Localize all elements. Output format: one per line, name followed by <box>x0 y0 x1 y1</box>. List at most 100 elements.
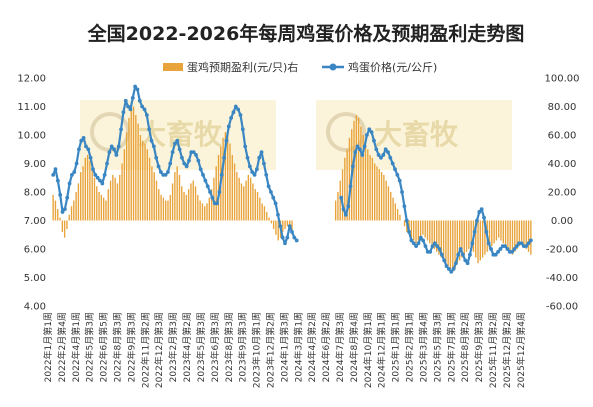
price-point <box>105 161 109 166</box>
profit-bar <box>185 194 188 221</box>
price-point <box>482 215 486 220</box>
profit-bars <box>52 106 532 272</box>
price-point <box>470 241 475 246</box>
price-point <box>278 224 283 229</box>
profit-bar <box>52 194 54 221</box>
price-point <box>182 161 187 166</box>
profit-bar <box>516 220 518 249</box>
price-point <box>51 173 56 177</box>
profit-bar <box>488 220 491 249</box>
price-point <box>458 247 463 251</box>
price-point <box>187 158 191 163</box>
profit-bar <box>112 174 114 221</box>
x-tick-label: 2025年9月第3周 <box>473 312 485 382</box>
price-point <box>137 98 142 103</box>
price-point <box>439 252 444 257</box>
left-axis: 4.00 5.00 6.00 7.00 8.00 9.00 10.00 11.00 12.00 <box>17 74 46 313</box>
profit-bar <box>403 220 406 227</box>
profit-bar <box>268 217 270 221</box>
price-point <box>262 161 266 166</box>
price-point <box>477 210 482 214</box>
profit-bar <box>233 163 236 221</box>
profit-bar <box>254 189 256 221</box>
profit-bar <box>277 220 279 241</box>
profit-bar <box>380 172 383 221</box>
x-tick-label: 2023年9月第3周 <box>237 312 249 382</box>
price-point <box>74 161 79 166</box>
profit-bar <box>197 194 199 221</box>
price-point <box>77 147 81 152</box>
price-point <box>292 235 297 240</box>
price-point <box>341 207 346 212</box>
price-point <box>224 138 229 143</box>
price-point <box>435 244 440 249</box>
price-point <box>437 247 442 251</box>
price-point <box>496 249 500 254</box>
price-point <box>414 244 418 249</box>
price-point <box>493 252 498 257</box>
price-point <box>217 190 222 194</box>
profit-bar <box>102 197 105 221</box>
price-point <box>142 107 147 112</box>
profit-bar <box>447 220 449 267</box>
x-tick-label: 2024年7月第3周 <box>334 312 346 382</box>
profit-bar <box>61 220 64 232</box>
price-point <box>116 144 121 149</box>
profit-bar <box>341 169 344 221</box>
profit-bar <box>491 220 493 247</box>
profit-bar <box>82 166 84 221</box>
profit-bar <box>498 220 500 238</box>
profit-bar <box>192 180 194 221</box>
profit-bar <box>520 220 523 244</box>
profit-bar <box>530 220 532 255</box>
price-point <box>175 138 180 143</box>
profit-bar <box>155 180 158 221</box>
price-point <box>290 230 294 234</box>
price-point <box>409 238 414 243</box>
profit-bar <box>227 135 229 221</box>
x-tick-label: 2023年5月第3周 <box>195 312 207 382</box>
profit-bar <box>261 203 263 221</box>
profit-bar <box>353 120 355 221</box>
profit-bar <box>523 220 525 247</box>
price-point <box>454 261 458 266</box>
price-point <box>423 244 428 249</box>
price-point <box>271 195 276 200</box>
price-point <box>376 153 381 157</box>
price-point <box>233 104 238 109</box>
profit-bar <box>89 160 91 221</box>
price-point <box>154 155 159 160</box>
price-point <box>287 224 292 229</box>
profit-bar <box>270 220 273 224</box>
profit-bar <box>229 143 231 221</box>
profit-bar <box>171 183 174 221</box>
price-point <box>524 244 529 249</box>
price-point <box>72 170 77 174</box>
profit-bar <box>514 220 516 252</box>
profit-bar <box>390 192 392 221</box>
price-point <box>514 244 519 249</box>
profit-bar <box>187 189 190 221</box>
profit-bar <box>63 220 66 238</box>
profit-bar <box>194 186 197 221</box>
price-point <box>102 173 107 177</box>
price-point <box>123 98 128 103</box>
x-tick-label: 2024年8月第4周 <box>348 312 360 382</box>
profit-bar <box>158 189 160 221</box>
profit-bar <box>449 220 452 269</box>
profit-bar <box>208 197 211 221</box>
profit-bar <box>266 211 268 221</box>
profit-bar <box>245 180 247 221</box>
price-point <box>257 155 262 160</box>
profit-bar <box>479 220 482 261</box>
price-point <box>86 147 91 152</box>
profit-bar <box>410 220 413 238</box>
price-point <box>430 244 435 249</box>
price-point <box>128 107 133 112</box>
profit-bar <box>70 206 73 221</box>
profit-bar <box>217 154 220 221</box>
profit-bar <box>98 192 100 221</box>
price-point <box>243 144 248 149</box>
profit-bar <box>433 220 436 249</box>
